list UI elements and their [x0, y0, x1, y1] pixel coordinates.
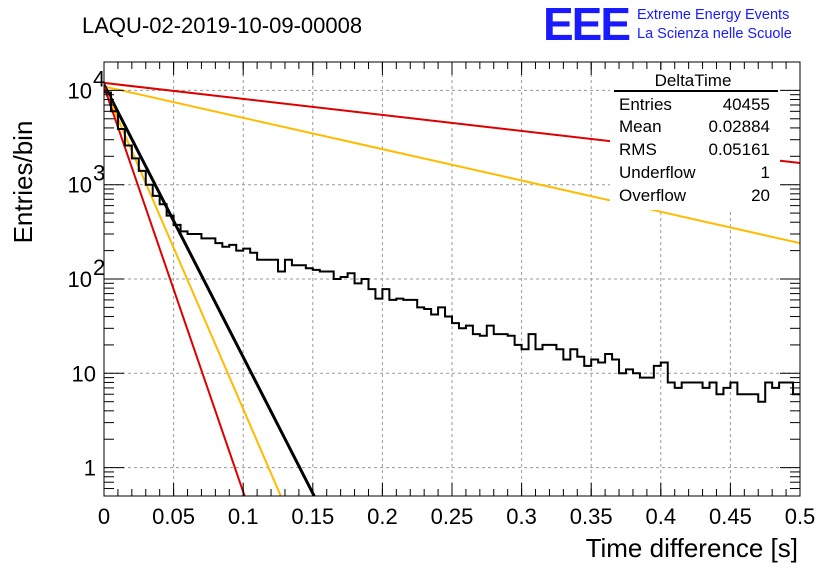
y-tick-label: 10: [68, 173, 92, 198]
stats-value-entries: 40455: [723, 95, 770, 114]
y-tick-exponent: 4: [93, 66, 105, 91]
y-tick-label: 1: [84, 456, 96, 481]
y-tick-exponent: 2: [93, 255, 105, 280]
fit-line: [104, 86, 282, 496]
histogram: [104, 91, 800, 403]
y-tick-label: 10: [72, 361, 96, 386]
stats-label-underflow: Underflow: [619, 163, 696, 182]
axis-ticks: [103, 61, 801, 497]
y-tick-label: 10: [68, 267, 92, 292]
x-tick-label: 0.3: [506, 504, 537, 529]
histogram-steps: [104, 91, 800, 403]
logo-line-extreme-energy-events: Extreme Energy Events: [637, 7, 789, 23]
stats-label-overflow: Overflow: [619, 186, 687, 205]
x-tick-label: 0: [98, 504, 110, 529]
x-tick-label: 0.25: [431, 504, 474, 529]
x-tick-label: 0.2: [367, 504, 398, 529]
x-tick-label: 0.4: [646, 504, 677, 529]
fit-line: [104, 83, 316, 496]
fit-line: [104, 86, 246, 496]
stats-value-overflow: 20: [751, 186, 770, 205]
tick-labels: 0 0.05 0.1 0.15 0.2 0.25 0.3 0.35 0.4 0.45 0.5 1 10 1…: [68, 66, 816, 529]
stats-value-rms: 0.05161: [709, 140, 770, 159]
stats-value-mean: 0.02884: [709, 117, 770, 136]
stats-value-underflow: 1: [761, 163, 770, 182]
stats-box-background: [610, 70, 780, 210]
x-tick-label: 0.35: [570, 504, 613, 529]
x-tick-label: 0.05: [152, 504, 195, 529]
fit-line: [104, 85, 800, 245]
stats-label-rms: RMS: [619, 140, 657, 159]
x-tick-label: 0.45: [709, 504, 752, 529]
x-axis-label: Time difference [s]: [586, 533, 798, 563]
stats-box: DeltaTime Entries 40455 Mean 0.02884 RMS…: [610, 70, 780, 210]
x-tick-label: 0.15: [291, 504, 334, 529]
chart-title: LAQU-02-2019-10-09-00008: [82, 13, 362, 38]
stats-label-mean: Mean: [619, 117, 662, 136]
x-tick-label: 0.1: [228, 504, 259, 529]
y-tick-exponent: 3: [93, 161, 105, 186]
eee-logo: EEE: [543, 0, 629, 50]
y-axis-label: Entries/bin: [8, 121, 38, 244]
y-tick-label: 10: [68, 78, 92, 103]
logo-line-la-scienza: La Scienza nelle Scuole: [637, 26, 792, 42]
stats-title: DeltaTime: [655, 71, 732, 90]
stats-label-entries: Entries: [619, 95, 672, 114]
x-tick-label: 0.5: [785, 504, 816, 529]
